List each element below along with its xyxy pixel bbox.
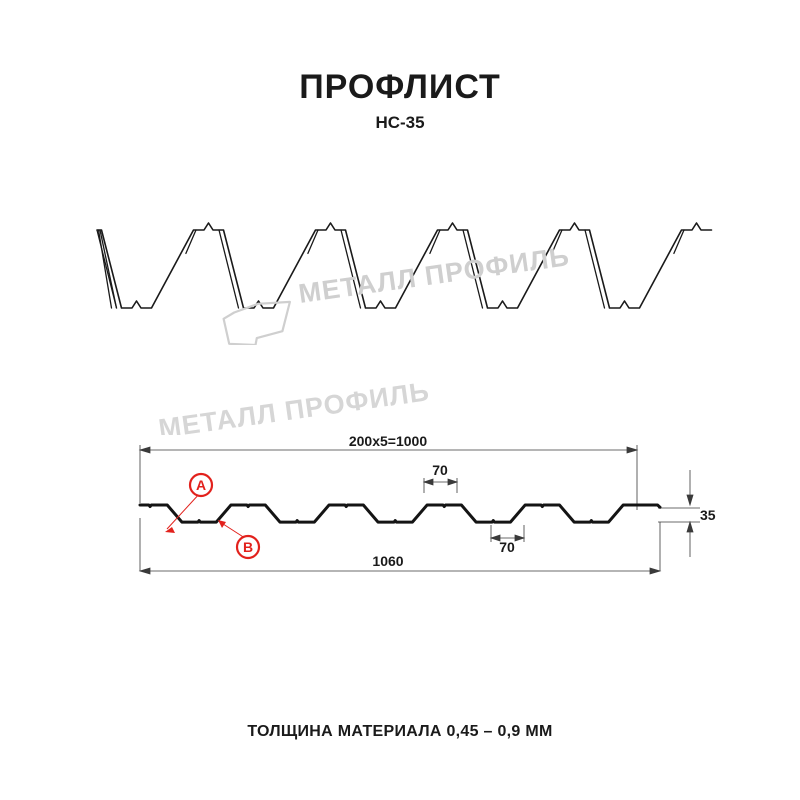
svg-text:B: B — [243, 539, 253, 555]
svg-text:МЕТАЛЛ ПРОФИЛЬ: МЕТАЛЛ ПРОФИЛЬ — [157, 376, 432, 435]
svg-text:МЕТАЛЛ ПРОФИЛЬ: МЕТАЛЛ ПРОФИЛЬ — [297, 241, 572, 309]
svg-text:200x5=1000: 200x5=1000 — [349, 433, 427, 449]
svg-text:A: A — [196, 477, 206, 493]
svg-text:70: 70 — [499, 539, 515, 555]
svg-text:70: 70 — [432, 462, 448, 478]
svg-text:35: 35 — [700, 507, 716, 523]
svg-text:1060: 1060 — [372, 553, 403, 569]
